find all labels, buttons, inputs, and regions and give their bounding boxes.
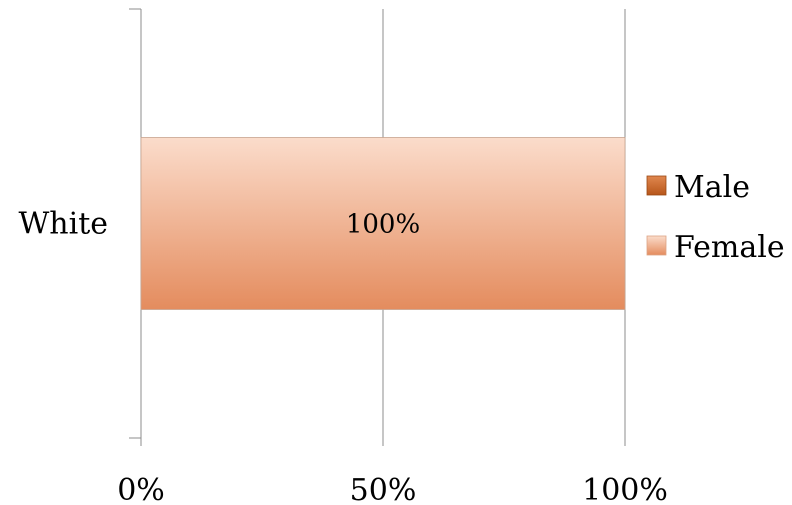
- legend-swatch-male: [647, 176, 666, 195]
- legend-swatch-female: [647, 236, 666, 255]
- legend: Male Female: [647, 170, 785, 265]
- x-tick-label: 50%: [350, 473, 417, 505]
- legend-label-female: Female: [674, 230, 785, 265]
- legend-label-male: Male: [674, 170, 750, 205]
- category-label: White: [18, 207, 108, 242]
- axes: [129, 9, 141, 446]
- x-tick-label: 100%: [582, 473, 668, 505]
- data-label: 100%: [346, 210, 420, 240]
- x-tick-label: 0%: [117, 473, 165, 505]
